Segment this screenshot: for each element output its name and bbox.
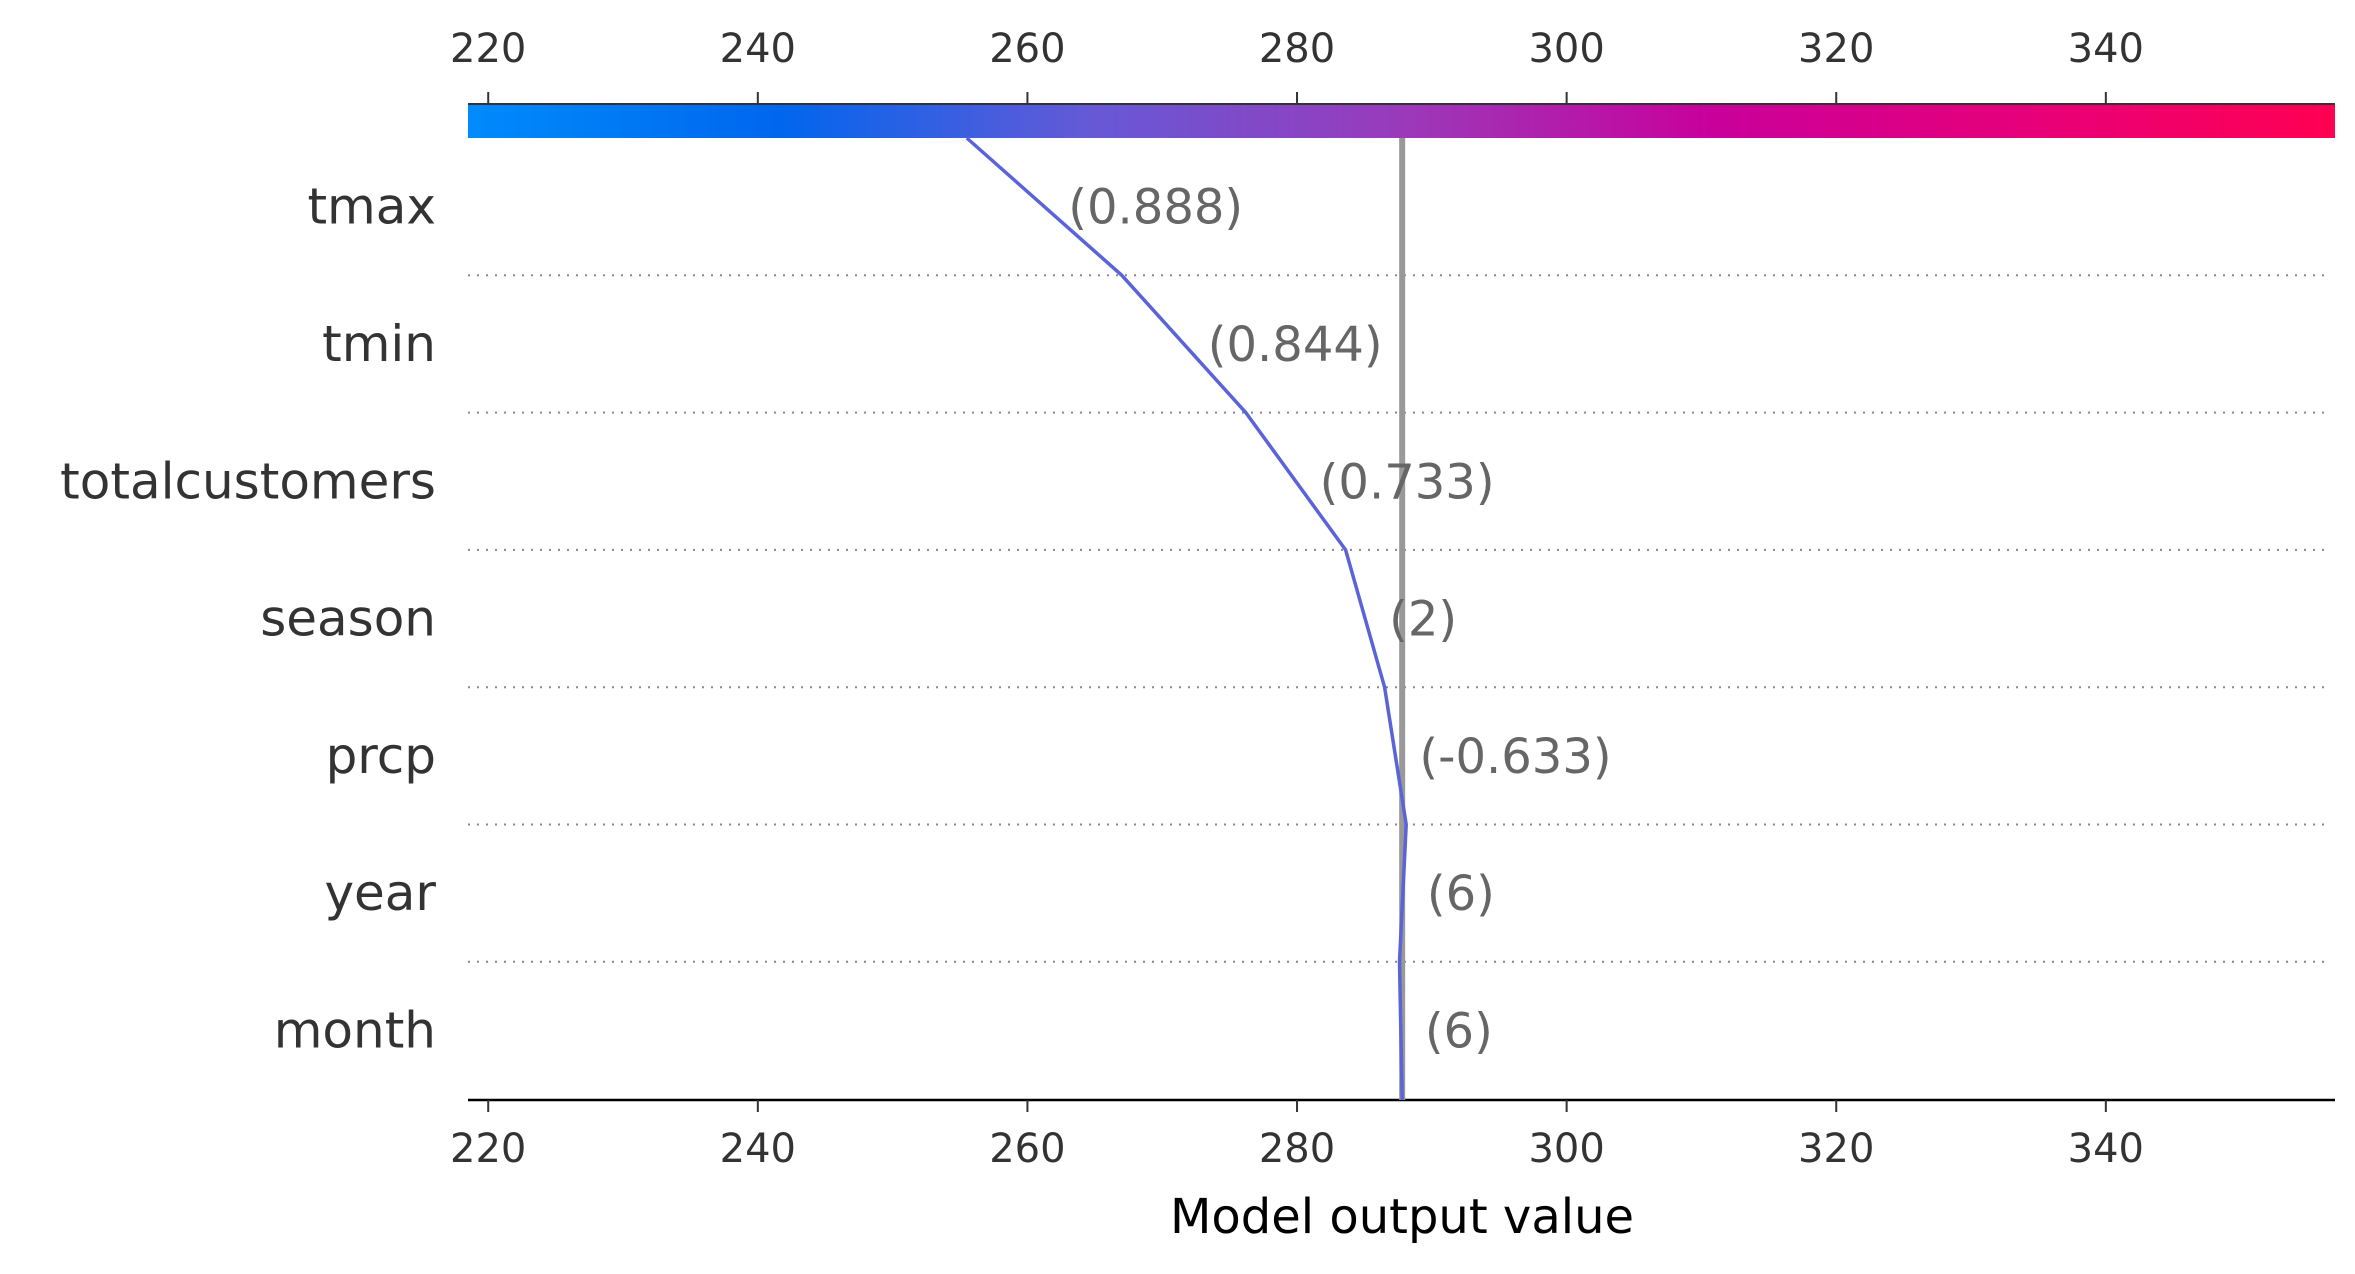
bottom-tick-label: 320 <box>1798 1126 1874 1172</box>
bottom-tick-label: 300 <box>1528 1126 1604 1172</box>
feature-value-year: (6) <box>1427 866 1495 922</box>
feature-label-totalcustomers: totalcustomers <box>60 452 436 510</box>
feature-value-tmin: (0.844) <box>1208 317 1383 373</box>
feature-value-totalcustomers: (0.733) <box>1320 454 1495 510</box>
bottom-tick-label: 220 <box>450 1126 526 1172</box>
feature-value-prcp: (-0.633) <box>1419 729 1611 785</box>
top-tick-label: 320 <box>1798 26 1874 72</box>
bottom-tick-label: 340 <box>2068 1126 2144 1172</box>
feature-label-tmin: tmin <box>322 315 436 373</box>
top-tick-label: 260 <box>989 26 1065 72</box>
feature-label-month: month <box>274 1001 436 1059</box>
bottom-tick-label: 260 <box>989 1126 1065 1172</box>
top-tick-label: 340 <box>2068 26 2144 72</box>
feature-labels: tmax tmin totalcustomers season prcp year mont… <box>60 178 436 1060</box>
feature-label-prcp: prcp <box>326 727 436 785</box>
top-axis: 220 240 260 280 300 320 340 <box>450 26 2144 104</box>
top-tick-label: 280 <box>1259 26 1335 72</box>
decision-path-group <box>965 136 1408 1101</box>
feature-label-season: season <box>260 590 436 648</box>
bottom-axis: 220 240 260 280 300 320 340 <box>450 1098 2335 1172</box>
feature-value-tmax: (0.888) <box>1068 180 1243 236</box>
colorbar-gradient <box>468 104 2335 138</box>
decision-path-line <box>965 136 1408 1101</box>
bottom-tick-label: 240 <box>720 1126 796 1172</box>
feature-value-season: (2) <box>1389 592 1457 648</box>
feature-label-year: year <box>324 864 436 922</box>
feature-value-month: (6) <box>1425 1003 1493 1059</box>
feature-value-labels: (0.888) (0.844) (0.733) (2) (-0.633) (6) (6) <box>1068 180 1611 1060</box>
feature-label-tmax: tmax <box>307 178 436 236</box>
bottom-tick-label: 280 <box>1259 1126 1335 1172</box>
x-axis-title: Model output value <box>1170 1189 1634 1245</box>
top-tick-label: 240 <box>720 26 796 72</box>
top-tick-label: 300 <box>1528 26 1604 72</box>
top-tick-label: 220 <box>450 26 526 72</box>
colorbar <box>468 103 2335 138</box>
